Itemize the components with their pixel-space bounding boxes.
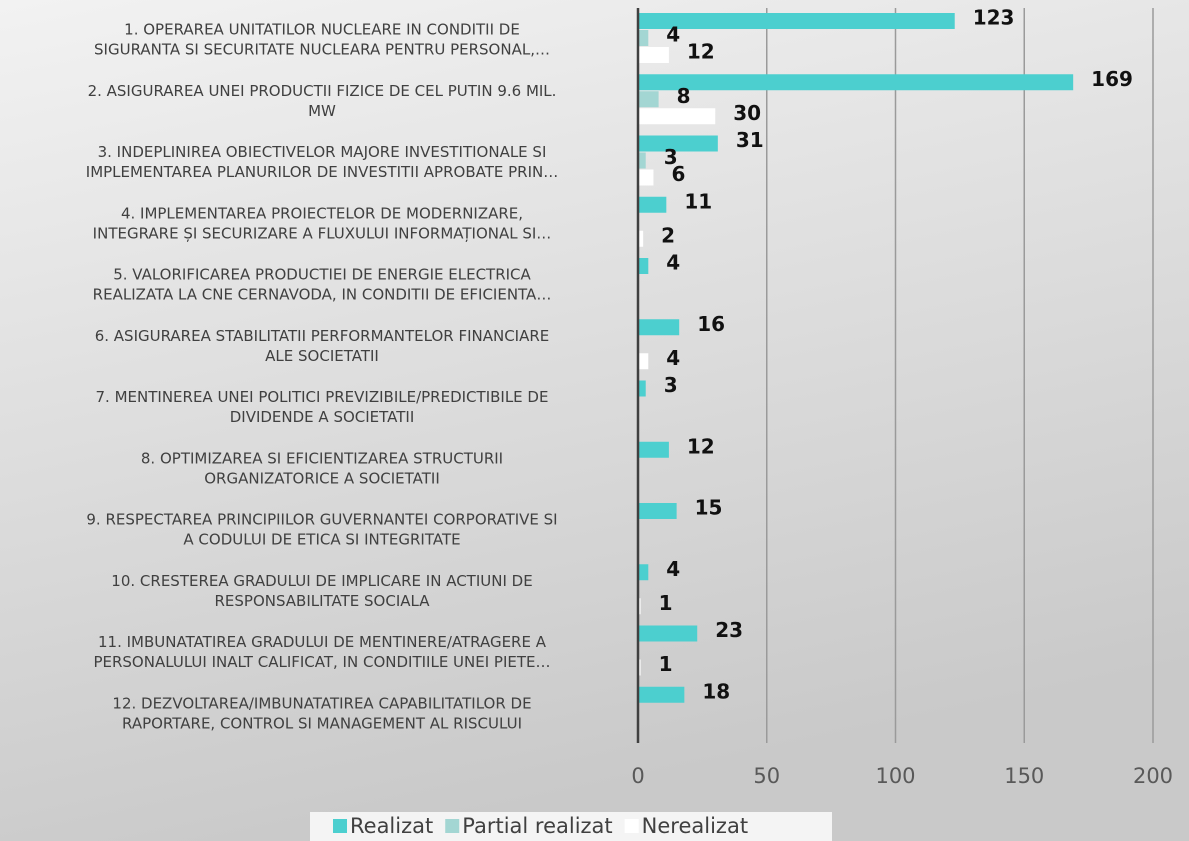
bar — [638, 152, 646, 169]
x-tick-label: 150 — [1004, 764, 1044, 788]
x-tick-label: 0 — [631, 764, 644, 788]
category-line: 5. VALORIFICAREA PRODUCTIEI DE ENERGIE E… — [113, 265, 531, 283]
value-label: 8 — [677, 84, 691, 108]
bar — [638, 258, 649, 274]
bar — [638, 30, 649, 46]
bar — [638, 230, 644, 247]
category-line: 10. CRESTEREA GRADULUI DE IMPLICARE IN A… — [111, 571, 532, 589]
category-line: 3. INDEPLINIREA OBIECTIVELOR MAJORE INVE… — [98, 143, 547, 161]
value-label: 169 — [1091, 67, 1133, 91]
category-line: A CODULUI DE ETICA SI INTEGRITATE — [183, 530, 460, 548]
bar — [638, 686, 685, 703]
category-label: 3. INDEPLINIREA OBIECTIVELOR MAJORE INVE… — [86, 143, 558, 181]
value-label: 2 — [661, 223, 675, 247]
category-label: 8. OPTIMIZAREA SI EFICIENTIZAREA STRUCTU… — [141, 449, 503, 487]
value-label: 3 — [664, 373, 678, 397]
category-label: 1. OPERAREA UNITATILOR NUCLEARE IN CONDI… — [94, 20, 550, 58]
bar — [638, 598, 641, 615]
category-line: SIGURANTA SI SECURITATE NUCLEARA PENTRU … — [94, 40, 550, 58]
value-label: 11 — [684, 189, 712, 213]
value-label: 15 — [695, 496, 723, 520]
category-label: 9. RESPECTAREA PRINCIPIILOR GUVERNANTEI … — [86, 510, 557, 548]
x-tick-label: 100 — [875, 764, 915, 788]
category-label: 12. DEZVOLTAREA/IMBUNATATIREA CAPABILITA… — [112, 694, 531, 732]
bar — [638, 564, 649, 581]
value-label: 16 — [697, 312, 725, 336]
value-label: 1 — [659, 652, 673, 676]
value-label: 18 — [702, 679, 730, 703]
legend-label: Nerealizat — [642, 814, 748, 838]
category-line: MW — [308, 101, 336, 119]
bar — [638, 135, 718, 152]
category-line: RESPONSABILITATE SOCIALA — [214, 591, 430, 609]
value-label: 1 — [659, 591, 673, 615]
legend-swatch — [445, 819, 460, 833]
category-line: DIVIDENDE A SOCIETATII — [230, 408, 415, 426]
value-label: 4 — [666, 251, 680, 275]
category-line: PERSONALULUI INALT CALIFICAT, IN CONDITI… — [93, 653, 550, 671]
category-label: 7. MENTINEREA UNEI POLITICI PREVIZIBILE/… — [96, 388, 549, 426]
category-line: 11. IMBUNATATIREA GRADULUI DE MENTINERE/… — [98, 633, 547, 651]
legend-swatch — [624, 819, 639, 833]
x-tick-label: 200 — [1133, 764, 1173, 788]
category-line: ORGANIZATORICE A SOCIETATII — [204, 469, 440, 487]
bar — [638, 169, 654, 186]
value-label: 4 — [666, 23, 680, 47]
bar — [638, 74, 1074, 91]
category-line: 1. OPERAREA UNITATILOR NUCLEARE IN CONDI… — [124, 20, 520, 38]
bar — [638, 503, 677, 519]
value-label: 30 — [733, 101, 761, 125]
bar — [638, 319, 680, 336]
value-label: 123 — [973, 6, 1015, 30]
bar — [638, 625, 698, 642]
category-line: 4. IMPLEMENTAREA PROIECTELOR DE MODERNIZ… — [121, 204, 523, 222]
category-label: 2. ASIGURAREA UNEI PRODUCTII FIZICE DE C… — [88, 81, 557, 119]
bar — [638, 353, 649, 370]
bar — [638, 380, 646, 397]
category-line: 7. MENTINEREA UNEI POLITICI PREVIZIBILE/… — [96, 388, 549, 406]
bar — [638, 196, 667, 213]
category-label: 5. VALORIFICAREA PRODUCTIEI DE ENERGIE E… — [93, 265, 552, 303]
bar — [638, 659, 641, 676]
legend-box — [310, 812, 832, 841]
category-line: 9. RESPECTAREA PRINCIPIILOR GUVERNANTEI … — [86, 510, 557, 528]
legend-label: Partial realizat — [462, 814, 612, 838]
category-label: 6. ASIGURAREA STABILITATII PERFORMANTELO… — [95, 326, 550, 364]
category-label: 11. IMBUNATATIREA GRADULUI DE MENTINERE/… — [93, 633, 550, 671]
category-label: 4. IMPLEMENTAREA PROIECTELOR DE MODERNIZ… — [93, 204, 552, 242]
bar — [638, 91, 659, 108]
category-line: INTEGRARE ȘI SECURIZARE A FLUXULUI INFOR… — [93, 224, 552, 242]
category-line: 8. OPTIMIZAREA SI EFICIENTIZAREA STRUCTU… — [141, 449, 503, 467]
category-line: 12. DEZVOLTAREA/IMBUNATATIREA CAPABILITA… — [112, 694, 531, 712]
legend-label: Realizat — [350, 814, 433, 838]
value-label: 31 — [736, 128, 764, 152]
value-label: 23 — [715, 618, 743, 642]
value-label: 6 — [671, 162, 685, 186]
value-label: 12 — [687, 40, 715, 64]
value-label: 4 — [666, 557, 680, 581]
category-line: RAPORTARE, CONTROL SI MANAGEMENT AL RISC… — [122, 714, 522, 732]
category-line: 2. ASIGURAREA UNEI PRODUCTII FIZICE DE C… — [88, 81, 557, 99]
legend-swatch — [333, 819, 347, 833]
bar — [638, 108, 716, 125]
value-label: 4 — [666, 346, 680, 370]
bar — [638, 13, 955, 29]
x-tick-label: 50 — [753, 764, 780, 788]
bar — [638, 441, 669, 458]
category-line: REALIZATA LA CNE CERNAVODA, IN CONDITII … — [93, 285, 552, 303]
category-line: ALE SOCIETATII — [265, 346, 379, 364]
bar — [638, 47, 669, 63]
category-line: IMPLEMENTAREA PLANURILOR DE INVESTITII A… — [86, 163, 558, 181]
category-label: 10. CRESTEREA GRADULUI DE IMPLICARE IN A… — [111, 571, 532, 609]
value-label: 3 — [664, 145, 678, 169]
category-line: 6. ASIGURAREA STABILITATII PERFORMANTELO… — [95, 326, 550, 344]
value-label: 12 — [687, 434, 715, 458]
